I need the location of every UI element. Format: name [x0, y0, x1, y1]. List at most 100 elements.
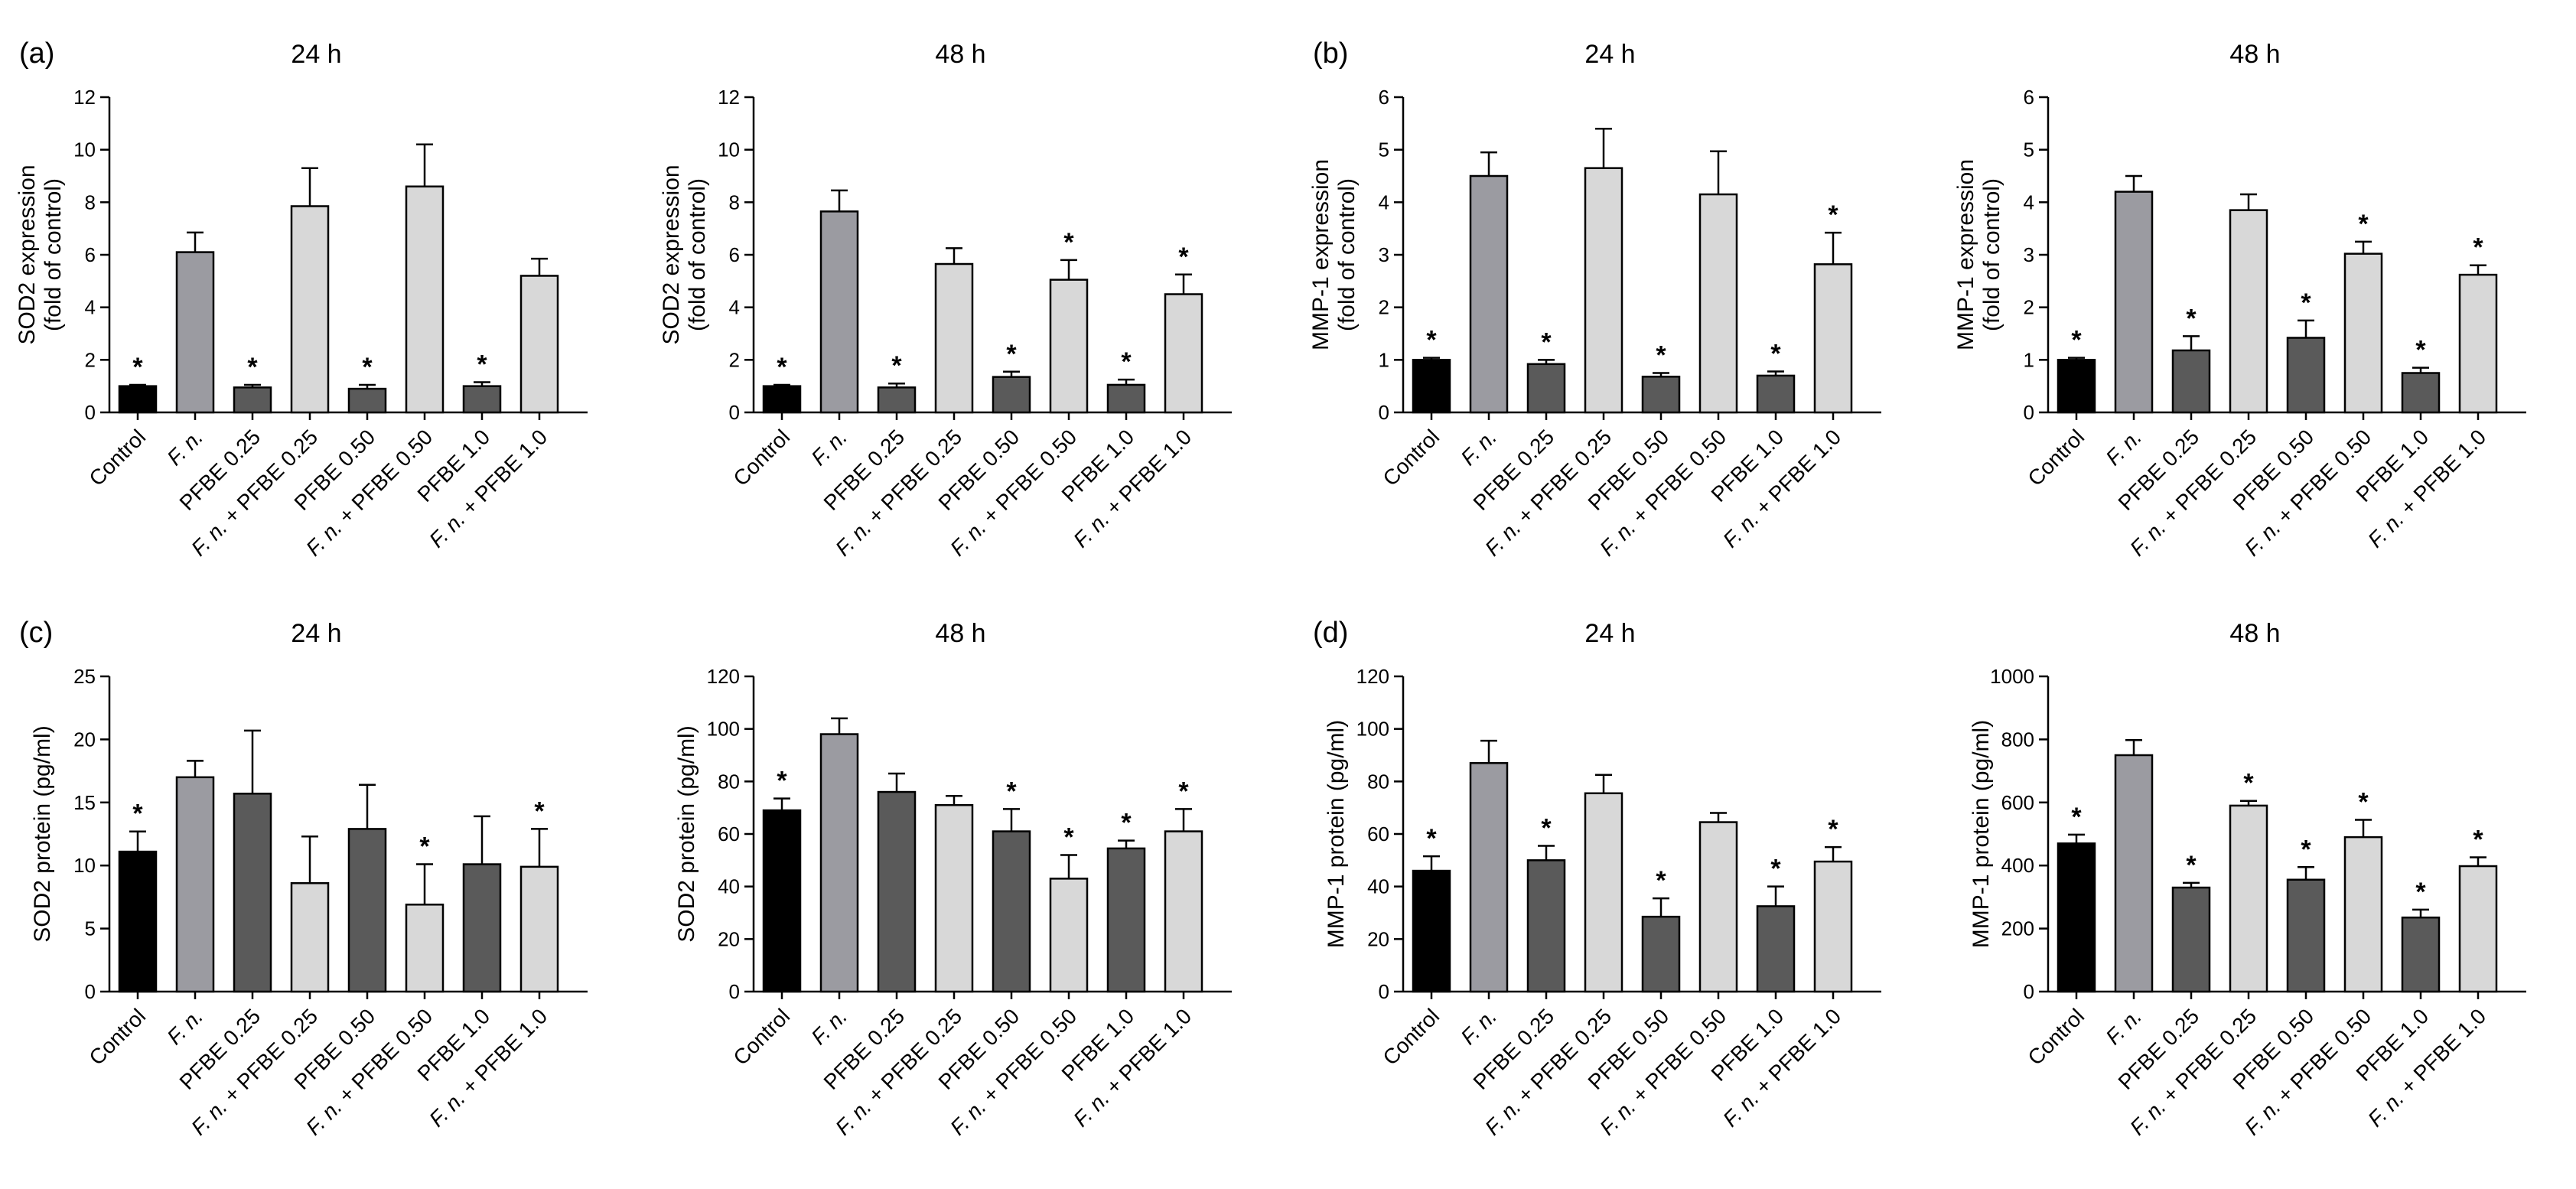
y-tick-label: 20 — [73, 728, 96, 751]
y-tick-label: 2 — [729, 348, 740, 371]
significance-star: * — [1121, 347, 1132, 376]
bar — [1049, 878, 1089, 993]
bar — [2171, 886, 2211, 993]
bar — [347, 828, 387, 993]
y-tick-label: 4 — [85, 296, 96, 319]
bar — [233, 386, 272, 414]
significance-star: * — [2301, 288, 2311, 318]
y-tick-label: 4 — [1379, 191, 1389, 213]
chart-panel-2: 48 h SOD2 expression(fold of control) 0 2 4 6… — [659, 40, 1232, 561]
y-tick-label: 6 — [85, 243, 96, 266]
bar — [347, 387, 387, 414]
bar — [118, 385, 158, 414]
significance-star: * — [777, 767, 787, 796]
y-tick-label: 0 — [2024, 401, 2034, 424]
bar — [2057, 842, 2096, 993]
panel-letter: (c) — [19, 617, 53, 649]
x-tick-label: F. n. — [162, 1004, 207, 1049]
x-tick-label: F. n. — [162, 425, 207, 470]
bar — [2343, 252, 2383, 414]
bar — [992, 830, 1031, 993]
y-tick-label: 12 — [73, 86, 96, 109]
y-axis-title: MMP-1 protein (pg/ml) — [1969, 720, 1994, 948]
significance-star: * — [2071, 326, 2082, 355]
y-tick-label: 2 — [85, 348, 96, 371]
chart-title: 48 h — [2229, 619, 2280, 648]
y-tick-label: 40 — [1367, 875, 1389, 898]
bar — [992, 376, 1031, 414]
bar — [934, 262, 974, 414]
significance-star: * — [132, 353, 143, 382]
bar — [1756, 905, 1796, 993]
bar — [462, 385, 502, 414]
x-tick-label: F. n. — [1456, 1004, 1501, 1049]
significance-star: * — [1006, 340, 1017, 369]
significance-star: * — [1178, 777, 1189, 806]
x-tick-label: Control — [728, 425, 794, 490]
chart-title: 24 h — [1584, 40, 1635, 69]
y-tick-label: 6 — [2024, 86, 2034, 109]
chart-panel-4: 48 h MMP-1 expression(fold of control) 0 1 2… — [1953, 40, 2526, 561]
bar — [290, 882, 330, 993]
x-tick-label: F. n. — [806, 1004, 852, 1049]
significance-star: * — [1770, 855, 1781, 884]
chart-title: 24 h — [291, 40, 341, 69]
y-tick-label: 1000 — [1990, 665, 2034, 688]
bar — [1526, 363, 1566, 414]
significance-star: * — [1828, 815, 1838, 844]
y-tick-label: 2 — [1379, 296, 1389, 319]
significance-star: * — [419, 832, 430, 862]
y-tick-label: 0 — [1379, 401, 1389, 424]
significance-star: * — [1063, 228, 1074, 257]
bar — [1698, 193, 1738, 414]
chart-panel-8: 48 h MMP-1 protein (pg/ml) 0 200 400 600 800 10… — [1969, 619, 2526, 1140]
y-tick-label: 120 — [707, 665, 740, 688]
significance-star: * — [2358, 787, 2369, 816]
significance-star: * — [2415, 878, 2426, 907]
x-tick-label: Control — [728, 1004, 794, 1070]
bar — [762, 385, 802, 414]
significance-star: * — [362, 353, 373, 382]
bar — [405, 185, 445, 414]
bar — [1641, 915, 1681, 993]
y-tick-label: 60 — [1367, 823, 1389, 845]
y-tick-label: 2 — [2024, 296, 2034, 319]
y-tick-label: 80 — [1367, 770, 1389, 793]
x-tick-label: Control — [84, 1004, 150, 1070]
bar — [2458, 865, 2498, 993]
bar — [1106, 847, 1146, 993]
y-tick-label: 800 — [2001, 728, 2034, 751]
y-tick-label: 400 — [2001, 854, 2034, 877]
bar — [519, 275, 559, 414]
y-tick-label: 10 — [73, 138, 96, 161]
significance-star: * — [1656, 866, 1666, 895]
chart-title: 48 h — [935, 619, 985, 648]
significance-star: * — [2301, 835, 2311, 864]
y-tick-label: 0 — [1379, 980, 1389, 1003]
bar — [2401, 916, 2441, 993]
significance-star: * — [891, 351, 902, 380]
y-tick-label: 5 — [2024, 138, 2034, 161]
y-tick-label: 8 — [85, 191, 96, 213]
y-tick-label: 0 — [85, 980, 96, 1003]
y-tick-label: 3 — [2024, 243, 2034, 266]
chart-panel-7: (d) 24 h MMP-1 protein (pg/ml) 0 20 40 60 80 100… — [1313, 617, 1881, 1140]
significance-star: * — [1828, 200, 1838, 230]
y-tick-label: 0 — [729, 980, 740, 1003]
x-tick-label: F. n. — [806, 425, 852, 470]
significance-star: * — [2186, 304, 2197, 333]
y-axis-title: SOD2 protein (pg/ml) — [30, 725, 55, 942]
y-axis-title: MMP-1 expression(fold of control) — [1308, 159, 1360, 350]
significance-star: * — [2415, 336, 2426, 365]
bar — [1049, 279, 1089, 414]
bar — [1698, 821, 1738, 993]
bar — [877, 790, 917, 993]
bar — [2114, 191, 2154, 414]
y-tick-label: 5 — [85, 917, 96, 940]
y-axis-title: SOD2 expression(fold of control) — [15, 165, 66, 344]
significance-star: * — [247, 353, 258, 382]
bar — [819, 210, 859, 414]
y-tick-label: 6 — [1379, 86, 1389, 109]
bar — [2229, 804, 2268, 993]
bar — [118, 850, 158, 993]
